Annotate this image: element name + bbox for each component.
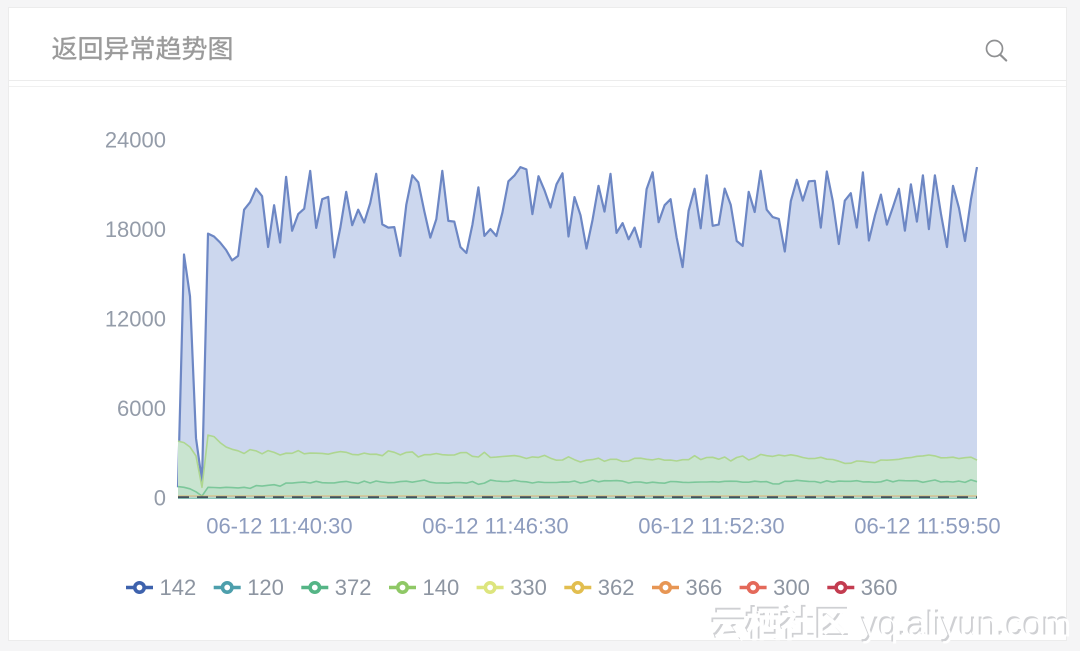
svg-text:yq.aliyun.com: yq.aliyun.com [861, 605, 1070, 643]
svg-text:142: 142 [160, 575, 197, 600]
svg-text:372: 372 [335, 575, 372, 600]
svg-text:360: 360 [861, 575, 898, 600]
svg-text:06-12 11:52:30: 06-12 11:52:30 [638, 514, 784, 539]
svg-text:12000: 12000 [105, 306, 166, 331]
svg-text:yq.aliyun.com: yq.aliyun.com [862, 606, 1071, 644]
svg-text:0: 0 [154, 485, 166, 510]
svg-text:366: 366 [686, 575, 723, 600]
svg-text:06-12 11:59:50: 06-12 11:59:50 [854, 514, 1000, 539]
svg-text:24000: 24000 [105, 127, 166, 152]
svg-text:362: 362 [598, 575, 635, 600]
svg-text:06-12 11:40:30: 06-12 11:40:30 [206, 514, 352, 539]
svg-text:6000: 6000 [117, 396, 166, 421]
svg-text:140: 140 [423, 575, 460, 600]
svg-text:18000: 18000 [105, 217, 166, 242]
svg-text:120: 120 [247, 575, 284, 600]
svg-text:300: 300 [773, 575, 810, 600]
svg-text:330: 330 [510, 575, 547, 600]
svg-text:06-12 11:46:30: 06-12 11:46:30 [422, 514, 568, 539]
